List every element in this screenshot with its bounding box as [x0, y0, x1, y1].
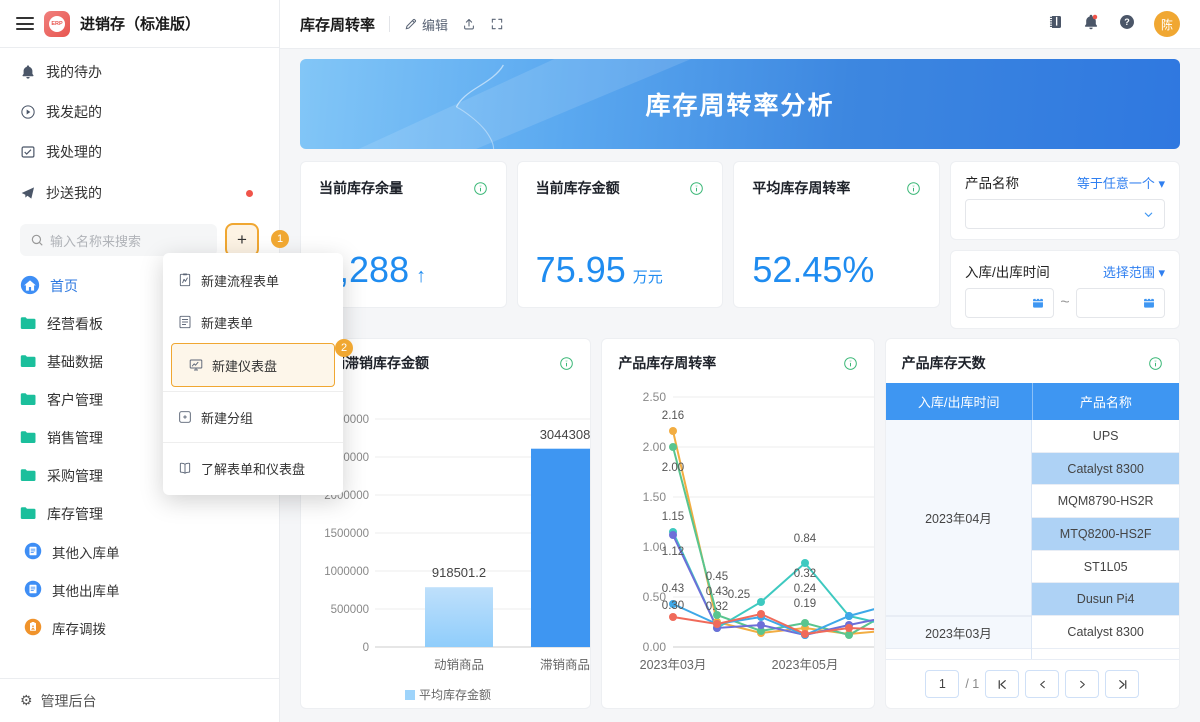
svg-text:0: 0: [363, 642, 369, 654]
svg-text:0.32: 0.32: [794, 568, 816, 580]
svg-text:2023年05月: 2023年05月: [772, 658, 839, 672]
svg-text:0.43: 0.43: [662, 583, 684, 595]
svg-text:动销商品: 动销商品: [434, 657, 484, 672]
svg-text:0.25: 0.25: [728, 589, 750, 601]
svg-text:0.84: 0.84: [794, 533, 817, 545]
svg-text:0.43: 0.43: [706, 586, 728, 598]
svg-text:0.19: 0.19: [794, 598, 816, 610]
svg-text:3044308: 3044308: [540, 427, 591, 442]
svg-text:平均库存金额: 平均库存金额: [419, 687, 491, 702]
svg-text:0.32: 0.32: [706, 601, 728, 613]
svg-text:2.50: 2.50: [643, 390, 667, 404]
svg-text:1.50: 1.50: [643, 490, 667, 504]
svg-text:0.00: 0.00: [643, 640, 667, 654]
svg-text:2.16: 2.16: [662, 410, 684, 422]
svg-text:1.15: 1.15: [662, 511, 684, 523]
svg-text:?: ?: [1124, 17, 1130, 27]
svg-text:0.30: 0.30: [662, 600, 684, 612]
svg-text:500000: 500000: [331, 604, 369, 616]
svg-text:2.00: 2.00: [662, 462, 684, 474]
svg-text:1.12: 1.12: [662, 546, 684, 558]
svg-text:2.00: 2.00: [643, 440, 667, 454]
svg-text:1500000: 1500000: [324, 528, 369, 540]
svg-text:2023年03月: 2023年03月: [640, 658, 707, 672]
svg-text:918501.2: 918501.2: [432, 565, 486, 580]
svg-text:0.24: 0.24: [794, 583, 817, 595]
svg-text:0.45: 0.45: [706, 571, 728, 583]
svg-text:1000000: 1000000: [324, 566, 369, 578]
svg-text:滞销商品: 滞销商品: [540, 657, 590, 672]
